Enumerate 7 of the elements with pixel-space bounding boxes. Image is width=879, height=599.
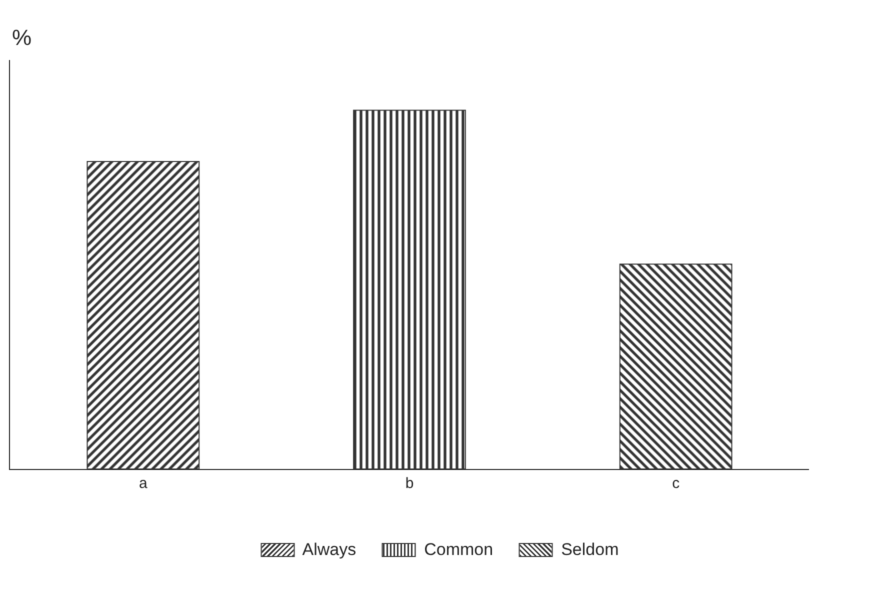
legend-label: Always [302,540,356,560]
y-axis-title: % [12,25,32,50]
legend-label: Common [424,540,494,560]
x-tick-label: b [405,475,414,492]
x-tick-label: c [672,475,680,492]
legend-label: Seldom [561,540,619,560]
x-tick-label: a [139,475,148,492]
